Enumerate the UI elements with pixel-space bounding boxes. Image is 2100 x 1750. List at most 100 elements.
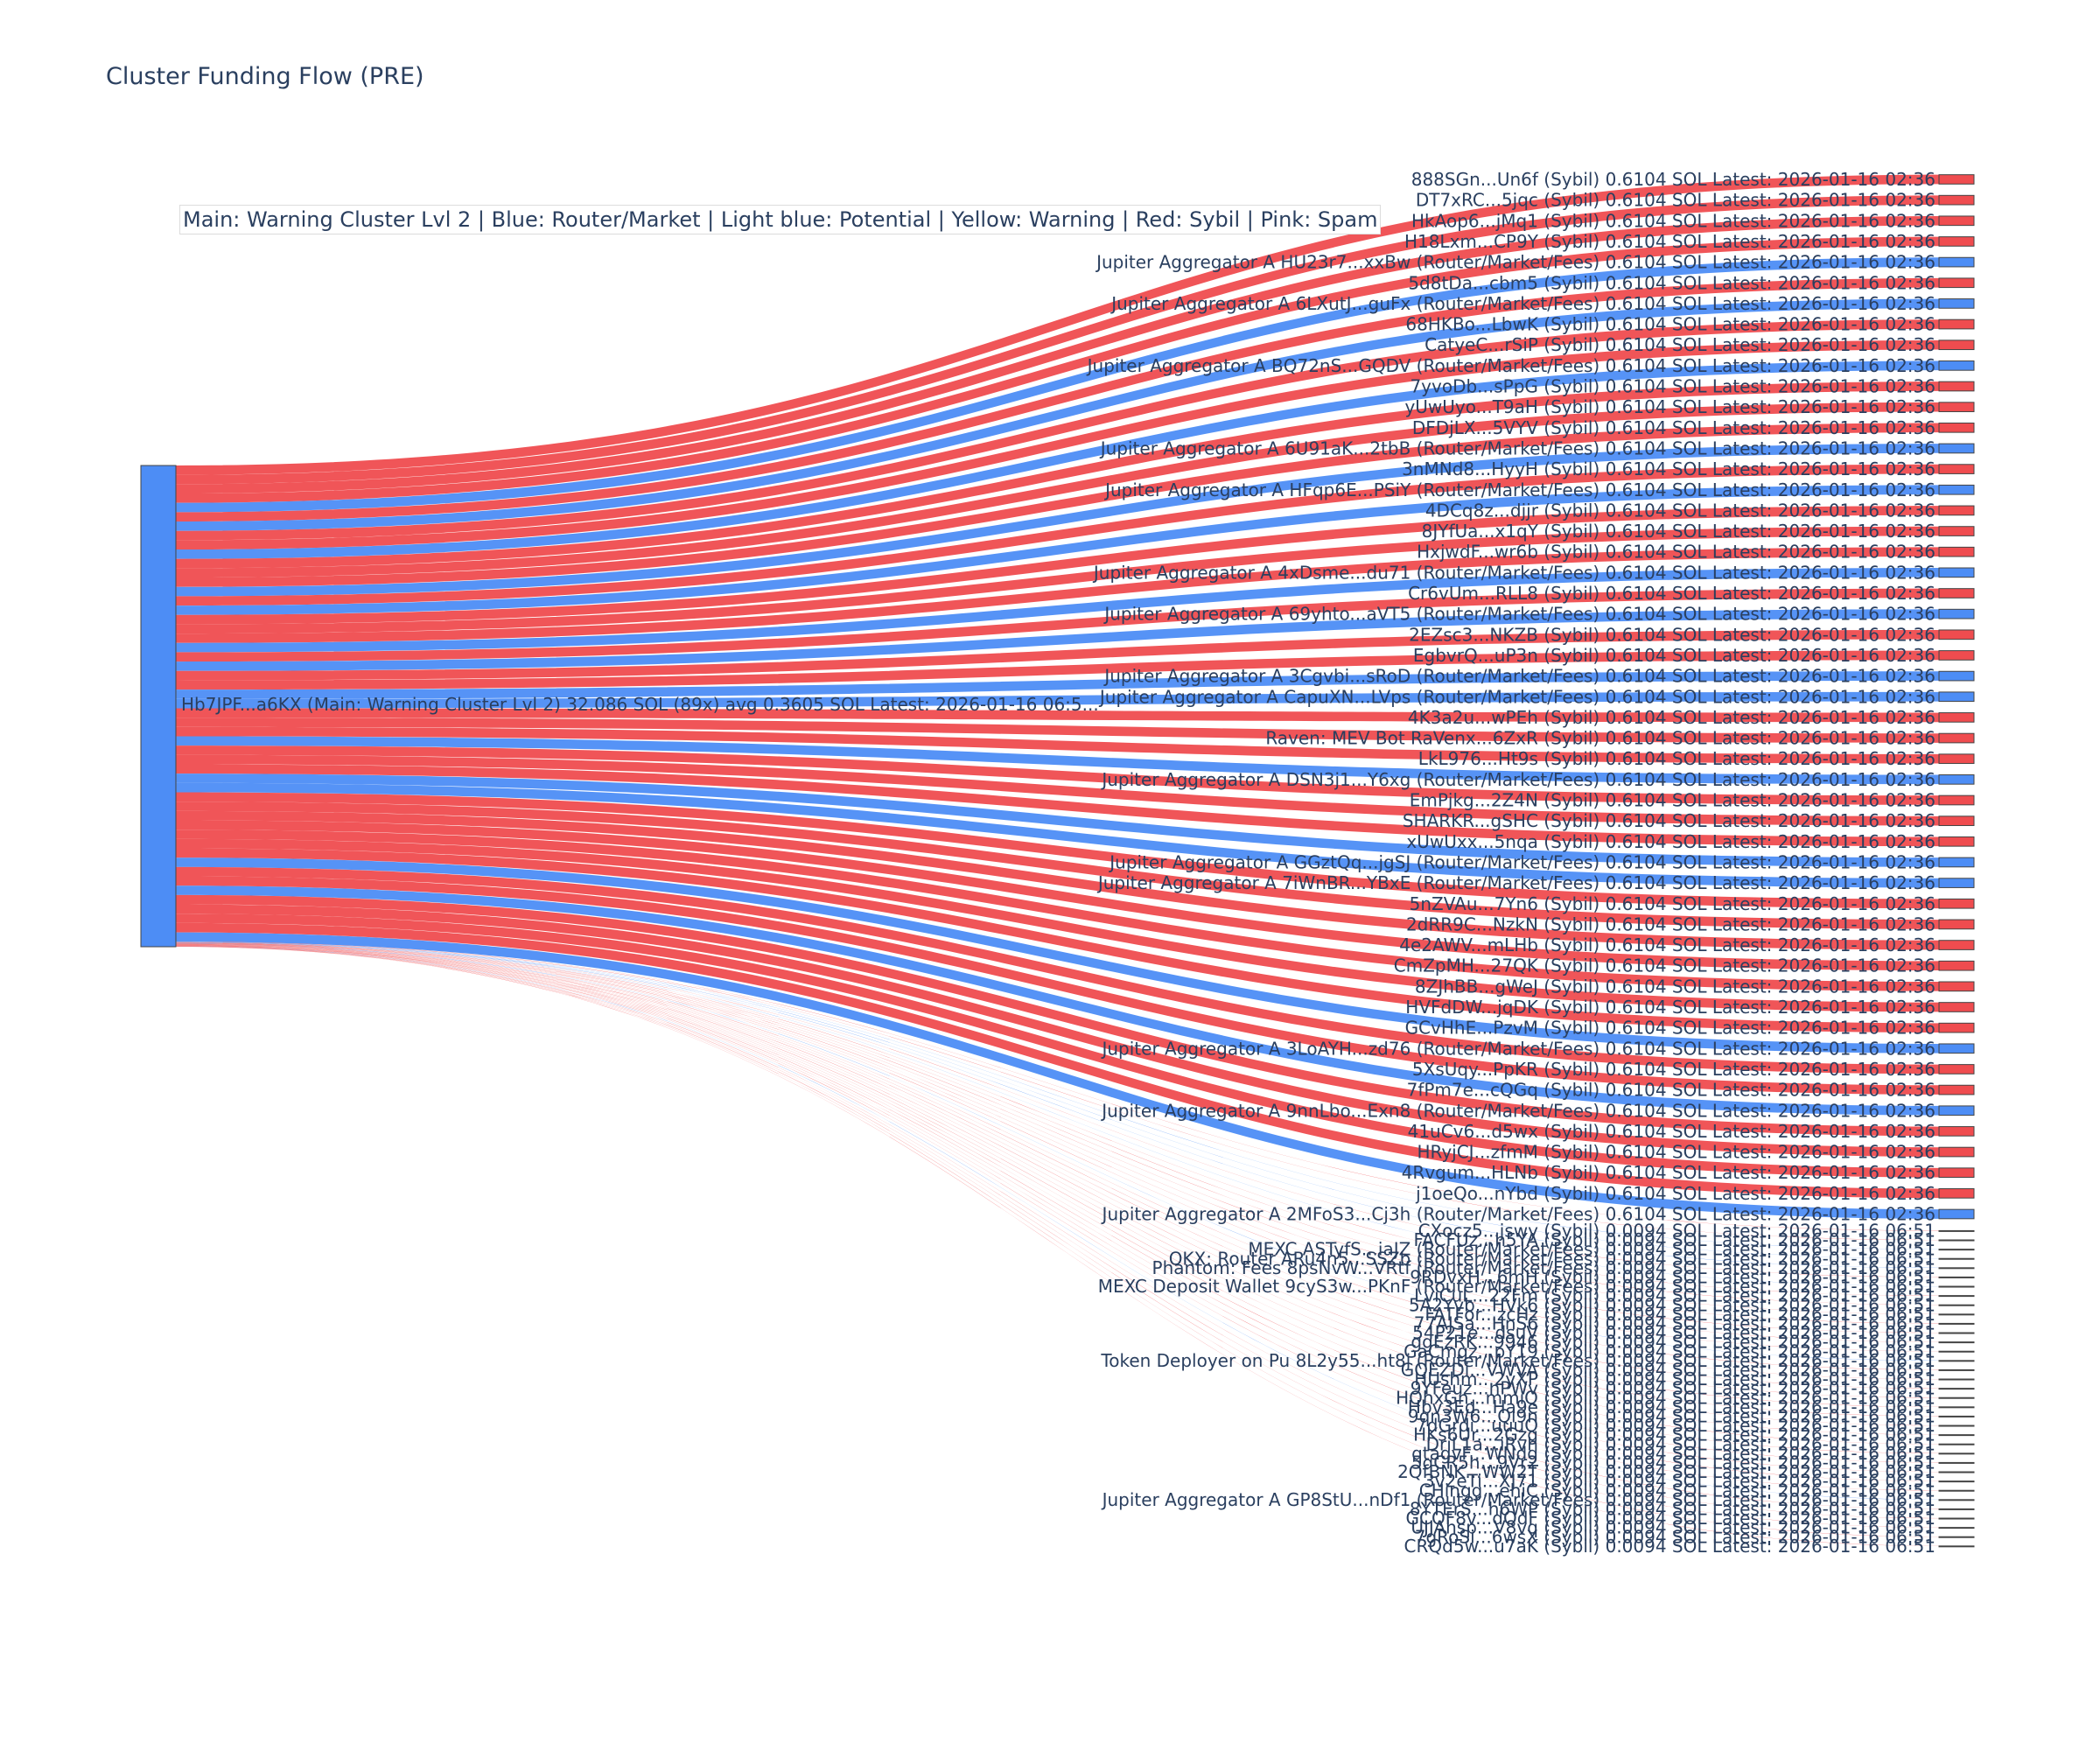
target-node-16[interactable] [1938, 505, 1975, 516]
link-37[interactable] [176, 810, 1939, 950]
target-node-9[interactable] [1938, 360, 1975, 371]
target-node-20[interactable] [1938, 588, 1975, 598]
target-node-35[interactable] [1938, 898, 1975, 909]
link-10[interactable] [176, 382, 1939, 569]
link-57[interactable] [176, 942, 1939, 1287]
link-14[interactable] [176, 464, 1939, 606]
link-15[interactable] [176, 485, 1939, 615]
link-61[interactable] [176, 942, 1939, 1324]
link-67[interactable] [176, 943, 1939, 1380]
link-38[interactable] [176, 820, 1939, 971]
target-node-13[interactable] [1938, 443, 1975, 454]
link-58[interactable] [176, 942, 1939, 1296]
target-node-47[interactable] [1938, 1146, 1975, 1158]
link-11[interactable] [176, 402, 1939, 578]
link-30[interactable] [176, 746, 1939, 805]
target-node-32[interactable] [1938, 836, 1975, 847]
link-16[interactable] [176, 506, 1939, 625]
target-node-63[interactable] [1938, 1341, 1975, 1344]
target-node-57[interactable] [1938, 1285, 1975, 1288]
target-node-8[interactable] [1938, 340, 1975, 351]
link-13[interactable] [176, 444, 1939, 597]
target-node-50[interactable] [1938, 1208, 1975, 1220]
target-node-59[interactable] [1938, 1304, 1975, 1306]
link-51[interactable] [176, 942, 1939, 1231]
target-node-21[interactable] [1938, 608, 1975, 620]
target-node-76[interactable] [1938, 1461, 1975, 1464]
link-12[interactable] [176, 423, 1939, 587]
target-node-77[interactable] [1938, 1471, 1975, 1474]
link-78[interactable] [176, 945, 1939, 1481]
target-node-80[interactable] [1938, 1499, 1975, 1502]
target-node-75[interactable] [1938, 1452, 1975, 1455]
link-28[interactable] [176, 726, 1939, 764]
link-54[interactable] [176, 942, 1939, 1259]
target-node-64[interactable] [1938, 1350, 1975, 1353]
target-node-6[interactable] [1938, 298, 1975, 309]
target-node-31[interactable] [1938, 816, 1975, 826]
target-node-85[interactable] [1938, 1545, 1975, 1548]
link-6[interactable] [176, 298, 1939, 531]
target-node-14[interactable] [1938, 464, 1975, 474]
target-node-27[interactable] [1938, 732, 1975, 744]
link-29[interactable] [176, 736, 1939, 785]
target-node-29[interactable] [1938, 774, 1975, 785]
link-3[interactable] [176, 236, 1939, 503]
target-node-83[interactable] [1938, 1527, 1975, 1530]
target-node-0[interactable] [1938, 174, 1975, 185]
target-node-25[interactable] [1938, 691, 1975, 703]
link-8[interactable] [176, 340, 1939, 550]
source-node[interactable] [140, 465, 177, 948]
link-22[interactable] [176, 629, 1939, 681]
link-46[interactable] [176, 894, 1939, 1137]
link-21[interactable] [176, 609, 1939, 671]
link-9[interactable] [176, 360, 1939, 559]
target-node-45[interactable] [1938, 1105, 1975, 1116]
target-node-5[interactable] [1938, 277, 1975, 289]
target-node-60[interactable] [1938, 1313, 1975, 1316]
link-71[interactable] [176, 944, 1939, 1417]
link-1[interactable] [176, 195, 1939, 485]
target-node-22[interactable] [1938, 629, 1975, 640]
target-node-48[interactable] [1938, 1167, 1975, 1179]
link-85[interactable] [176, 946, 1939, 1546]
target-node-39[interactable] [1938, 981, 1975, 992]
link-27[interactable] [176, 718, 1939, 743]
target-node-58[interactable] [1938, 1295, 1975, 1298]
link-74[interactable] [176, 945, 1939, 1445]
link-26[interactable] [176, 708, 1939, 723]
target-node-46[interactable] [1938, 1126, 1975, 1137]
target-node-68[interactable] [1938, 1388, 1975, 1390]
link-23[interactable] [176, 650, 1939, 690]
target-node-42[interactable] [1938, 1043, 1975, 1054]
target-node-17[interactable] [1938, 526, 1975, 536]
link-80[interactable] [176, 946, 1939, 1500]
link-33[interactable] [176, 774, 1939, 867]
link-20[interactable] [176, 588, 1939, 662]
target-node-43[interactable] [1938, 1064, 1975, 1074]
target-node-74[interactable] [1938, 1443, 1975, 1446]
target-node-2[interactable] [1938, 215, 1975, 227]
target-node-4[interactable] [1938, 256, 1975, 268]
link-70[interactable] [176, 944, 1939, 1407]
link-4[interactable] [176, 257, 1939, 513]
link-56[interactable] [176, 942, 1939, 1278]
target-node-66[interactable] [1938, 1368, 1975, 1371]
link-40[interactable] [176, 838, 1939, 1012]
target-node-67[interactable] [1938, 1378, 1975, 1381]
link-42[interactable] [176, 858, 1939, 1054]
target-node-15[interactable] [1938, 484, 1975, 495]
link-18[interactable] [176, 547, 1939, 643]
target-node-61[interactable] [1938, 1322, 1975, 1325]
target-node-55[interactable] [1938, 1267, 1975, 1270]
target-node-84[interactable] [1938, 1536, 1975, 1538]
link-66[interactable] [176, 943, 1939, 1370]
link-83[interactable] [176, 946, 1939, 1528]
target-node-78[interactable] [1938, 1480, 1975, 1483]
link-79[interactable] [176, 945, 1939, 1491]
link-7[interactable] [176, 319, 1939, 541]
target-node-11[interactable] [1938, 402, 1975, 412]
link-17[interactable] [176, 526, 1939, 634]
link-82[interactable] [176, 946, 1939, 1519]
target-node-70[interactable] [1938, 1406, 1975, 1409]
